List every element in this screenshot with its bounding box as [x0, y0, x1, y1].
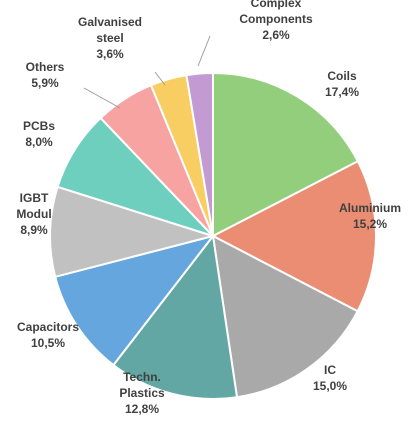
slice-category-label: steel — [96, 31, 123, 45]
slice-category-label: Capacitors — [17, 320, 79, 334]
slice-value-label: 10,5% — [31, 336, 65, 350]
slice-value-label: 17,4% — [325, 85, 359, 99]
slice-category-label: Modul — [16, 207, 51, 221]
slice-value-label: 12,8% — [125, 402, 159, 416]
slice-value-label: 8,9% — [20, 223, 48, 237]
pie-slice-coils — [212, 71, 360, 238]
slice-value-label: 3,6% — [96, 47, 124, 61]
slice-value-label: 2,6% — [262, 28, 290, 42]
pie-slice-capacitors — [53, 234, 216, 367]
pie-slice-ic — [211, 234, 359, 399]
slice-category-label: Techn. — [123, 370, 161, 384]
slice-category-label: PCBs — [23, 119, 55, 133]
leader-line — [83, 87, 121, 109]
slice-category-label: IC — [324, 363, 336, 377]
slice-value-label: 5,9% — [31, 76, 59, 90]
slice-category-label: Others — [26, 60, 65, 74]
slice-value-label: 15,0% — [313, 379, 347, 393]
slice-label: Coils 17,4% — [325, 69, 359, 99]
slice-value-label: 8,0% — [25, 135, 53, 149]
leader-line — [197, 35, 211, 67]
slice-label: IGBT Modul 8,9% — [16, 191, 51, 237]
leader-line — [154, 71, 166, 86]
pie-slice-complex-components — [185, 71, 214, 237]
slice-value-label: 15,2% — [353, 217, 387, 231]
slice-category-label: Aluminium — [339, 201, 401, 215]
slice-category-label: Plastics — [119, 386, 165, 400]
slice-label: Galvanised steel 3,6% — [78, 15, 142, 61]
slice-category-label: IGBT — [20, 191, 49, 205]
pie-slice-techn-plastics — [112, 233, 239, 400]
slice-category-label: Components — [239, 12, 313, 26]
slice-label: Capacitors 10,5% — [17, 320, 79, 350]
pie-slice-igbt-modul — [49, 185, 217, 279]
slice-category-label: Coils — [327, 69, 357, 83]
slice-category-label: Complex — [251, 0, 302, 10]
slice-label: Techn. Plastics 12,8% — [119, 370, 165, 416]
slice-label: Others 5,9% — [26, 60, 65, 90]
pie-slice-aluminium — [210, 159, 377, 313]
slice-category-label: Galvanised — [78, 15, 142, 29]
slice-label: Aluminium 15,2% — [339, 201, 401, 231]
slice-label: PCBs 8,0% — [23, 119, 55, 149]
slice-label: IC 15,0% — [313, 363, 347, 393]
slice-label: Complex Components 2,6% — [239, 0, 313, 42]
